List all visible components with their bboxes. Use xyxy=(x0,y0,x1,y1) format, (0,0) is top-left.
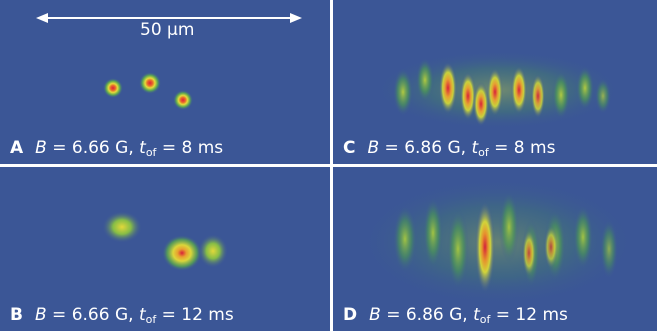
time-value: = 8 ms xyxy=(156,138,224,158)
time-subscript: of xyxy=(479,313,491,326)
panel-a-letter: A xyxy=(10,138,24,158)
field-symbol: B xyxy=(369,305,381,325)
panel-b-image xyxy=(102,211,228,271)
time-symbol: t xyxy=(138,305,146,325)
time-subscript: of xyxy=(478,146,489,159)
time-value: = 8 ms xyxy=(488,138,556,158)
panel-c-letter: C xyxy=(343,138,356,158)
time-subscript: of xyxy=(145,146,157,159)
field-symbol: B xyxy=(367,138,380,158)
field-value: = 6.86 G, xyxy=(380,305,474,325)
time-value: = 12 ms xyxy=(490,305,568,325)
field-value: = 6.66 G, xyxy=(46,305,139,325)
scale-bar-label: 50 μm xyxy=(140,20,195,40)
field-symbol: B xyxy=(35,138,47,158)
time-subscript: of xyxy=(145,313,157,326)
scale-bar xyxy=(36,13,302,23)
panel-c-image xyxy=(373,50,623,130)
time-symbol: t xyxy=(139,138,146,158)
time-symbol: t xyxy=(471,138,479,158)
panel-d-letter: D xyxy=(343,305,358,325)
panel-b-letter: B xyxy=(10,305,23,325)
field-symbol: B xyxy=(34,305,47,325)
field-value: = 6.66 G, xyxy=(46,138,140,158)
time-value: = 12 ms xyxy=(156,305,234,325)
time-symbol: t xyxy=(473,305,480,325)
panel-a-image xyxy=(36,13,302,110)
panel-d-image xyxy=(358,177,638,307)
field-value: = 6.86 G, xyxy=(379,138,472,158)
